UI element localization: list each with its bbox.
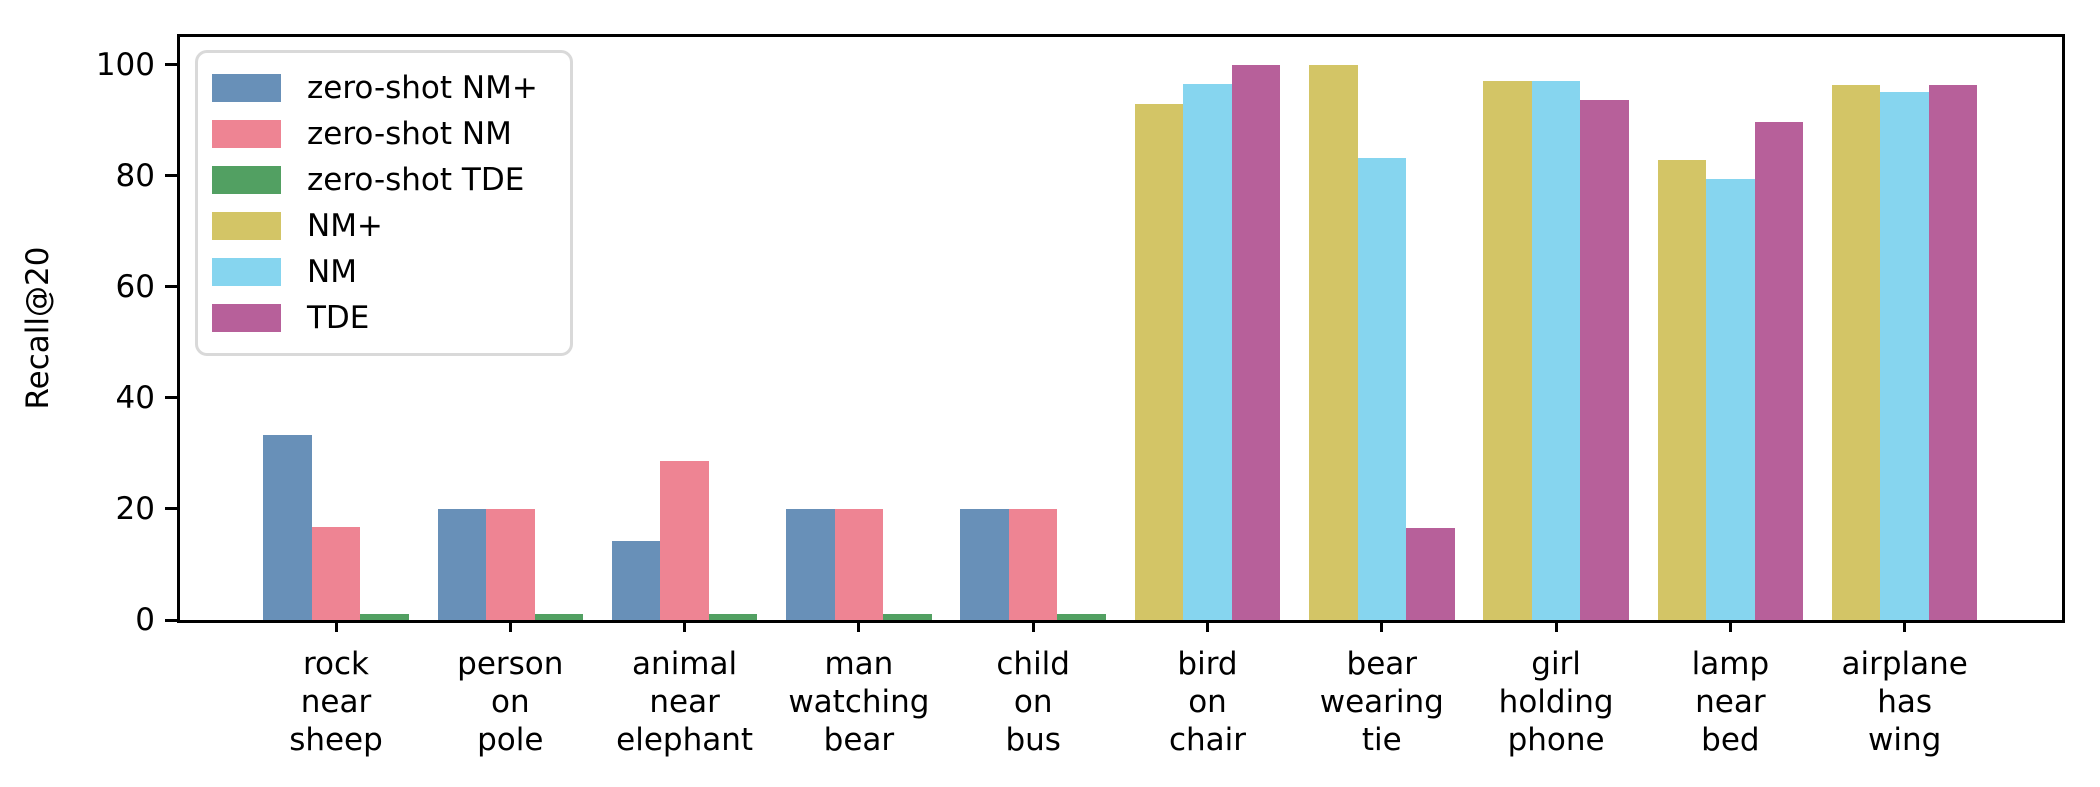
legend-swatch (212, 120, 281, 148)
bar (708, 613, 758, 620)
bar (960, 508, 1009, 620)
x-tick-mark (1903, 620, 1907, 632)
y-tick-mark (165, 285, 177, 289)
bar (486, 508, 535, 620)
y-axis-label: Recall@20 (20, 246, 56, 410)
x-category-label: animal near elephant (616, 646, 754, 758)
legend-swatch (212, 304, 281, 332)
y-tick-mark (165, 63, 177, 67)
bar (1406, 528, 1455, 620)
x-tick-mark (1031, 620, 1035, 632)
legend-label: NM (307, 254, 357, 290)
y-tick-mark (165, 618, 177, 622)
x-tick-mark (1728, 620, 1732, 632)
legend-swatch (212, 166, 281, 194)
y-tick-label: 100 (95, 46, 155, 83)
x-category-label: rock near sheep (289, 646, 383, 758)
bar (311, 527, 361, 620)
bar (1483, 81, 1532, 620)
bar (1231, 64, 1281, 620)
x-tick-mark (1380, 620, 1384, 632)
x-category-label: girl holding phone (1498, 646, 1614, 758)
y-tick-label: 80 (115, 157, 155, 194)
legend-item: NM (198, 249, 570, 295)
x-tick-mark (508, 620, 512, 632)
x-category-label: bear wearing tie (1319, 646, 1444, 758)
bar (1309, 64, 1358, 620)
legend-label: TDE (307, 300, 370, 336)
bar (1134, 104, 1184, 620)
y-tick-label: 40 (115, 379, 155, 416)
bar (883, 613, 932, 620)
bar (1183, 83, 1232, 620)
bar (660, 461, 709, 620)
bar (360, 613, 409, 620)
bar (1580, 99, 1629, 620)
bar (611, 540, 661, 620)
legend-swatch (212, 74, 281, 102)
legend-item: zero-shot TDE (198, 157, 570, 203)
bar (534, 613, 584, 620)
bar (437, 508, 487, 620)
x-category-label: lamp near bed (1691, 646, 1770, 758)
legend-item: zero-shot NM+ (198, 65, 570, 111)
x-category-label: bird on chair (1168, 646, 1247, 758)
y-tick-mark (165, 507, 177, 511)
x-tick-mark (1554, 620, 1558, 632)
bar (1657, 160, 1707, 620)
y-tick-mark (165, 396, 177, 400)
bar (263, 435, 312, 620)
legend-swatch (212, 212, 281, 240)
x-tick-mark (683, 620, 687, 632)
bar (1928, 85, 1978, 620)
bar (1754, 121, 1804, 620)
y-tick-label: 20 (115, 490, 155, 527)
y-tick-mark (165, 174, 177, 178)
x-category-label: airplane has wing (1841, 646, 1968, 758)
plot-area (177, 34, 2065, 623)
bar (1831, 84, 1881, 620)
bar (834, 508, 884, 620)
bar (1057, 613, 1106, 620)
legend: zero-shot NM+ zero-shot NM zero-shot TDE NM… (195, 50, 573, 356)
x-tick-mark (857, 620, 861, 632)
x-tick-mark (334, 620, 338, 632)
bar (1357, 157, 1407, 620)
legend-label: NM+ (307, 208, 383, 244)
x-category-label: man watching bear (788, 646, 930, 758)
x-category-label: person on pole (457, 646, 564, 758)
bar (1706, 179, 1755, 620)
bar (1008, 508, 1058, 620)
legend-item: zero-shot NM (198, 111, 570, 157)
x-category-label: child on bus (996, 646, 1070, 758)
legend-item: NM+ (198, 203, 570, 249)
y-tick-label: 0 (135, 602, 155, 638)
y-tick-label: 60 (115, 268, 155, 305)
legend-item: TDE (198, 295, 570, 341)
legend-label: zero-shot NM (307, 116, 512, 152)
legend-swatch (212, 258, 281, 286)
bar (1880, 91, 1929, 620)
x-tick-mark (1206, 620, 1209, 632)
bar (1531, 81, 1581, 620)
legend-label: zero-shot NM+ (307, 70, 538, 106)
legend-label: zero-shot TDE (307, 162, 525, 198)
bar (786, 508, 835, 620)
